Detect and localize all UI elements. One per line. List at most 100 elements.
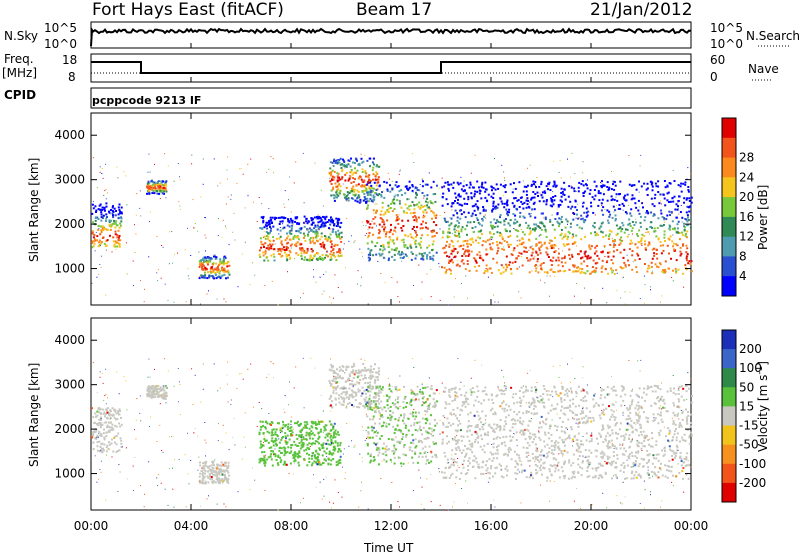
echo-cell xyxy=(384,211,387,214)
echo-cell xyxy=(531,196,534,199)
echo-cell xyxy=(317,437,320,440)
echo-cell xyxy=(290,429,293,432)
echo-cell xyxy=(329,384,332,387)
echo-cell xyxy=(476,219,479,221)
noise-cell xyxy=(395,231,397,233)
echo-cell xyxy=(400,253,403,256)
echo-cell xyxy=(335,403,337,406)
noise-cell xyxy=(453,296,455,298)
noise-cell xyxy=(213,158,215,160)
echo-cell xyxy=(99,203,102,206)
echo-cell xyxy=(119,222,122,225)
echo-cell xyxy=(324,428,327,431)
echo-cell xyxy=(104,413,107,416)
noise-cell xyxy=(453,257,454,259)
echo-cell xyxy=(569,200,572,203)
echo-cell xyxy=(333,158,336,161)
noise-cell xyxy=(370,254,371,256)
noise-cell xyxy=(408,198,410,200)
echo-cell xyxy=(318,442,321,445)
echo-cell xyxy=(361,171,364,174)
echo-cell xyxy=(373,163,375,166)
echo-cell xyxy=(557,222,560,225)
echo-cell xyxy=(328,432,330,435)
echo-cell xyxy=(388,423,391,426)
echo-cell xyxy=(267,235,270,238)
echo-cell xyxy=(289,251,292,254)
echo-cell xyxy=(416,421,419,424)
echo-cell xyxy=(416,429,419,432)
echo-cell xyxy=(521,231,524,234)
echo-cell xyxy=(343,165,346,168)
echo-cell xyxy=(354,370,357,373)
echo-cell xyxy=(119,425,122,428)
echo-cell xyxy=(204,268,207,271)
echo-cell xyxy=(651,189,654,192)
echo-cell xyxy=(296,437,299,440)
echo-cell xyxy=(596,261,599,264)
echo-cell xyxy=(369,436,372,439)
echo-cell xyxy=(319,243,322,246)
noise-cell xyxy=(635,218,637,220)
noise-cell xyxy=(247,163,249,165)
echo-cell xyxy=(418,455,420,458)
echo-cell xyxy=(363,192,366,195)
echo-cell xyxy=(351,404,353,406)
echo-cell xyxy=(588,257,591,260)
echo-cell xyxy=(494,188,497,191)
echo-cell xyxy=(109,426,112,429)
echo-cell xyxy=(362,404,365,407)
echo-cell xyxy=(330,194,333,197)
echo-cell xyxy=(307,432,310,435)
echo-cell xyxy=(436,184,438,187)
echo-cell xyxy=(101,208,104,211)
echo-cell xyxy=(552,256,555,259)
echo-cell xyxy=(338,401,341,404)
echo-cell xyxy=(488,243,491,246)
echo-cell xyxy=(165,184,168,187)
echo-cell xyxy=(544,230,547,233)
echo-cell xyxy=(399,440,402,443)
echo-cell xyxy=(637,209,640,212)
noise-cell xyxy=(558,171,560,173)
echo-cell xyxy=(288,254,290,257)
echo-cell xyxy=(99,412,102,414)
echo-cell xyxy=(198,277,201,280)
echo-cell xyxy=(449,223,452,226)
echo-cell xyxy=(349,175,352,178)
echo-cell xyxy=(198,266,201,268)
echo-cell xyxy=(621,221,624,224)
echo-cell xyxy=(569,226,572,229)
echo-cell xyxy=(208,275,211,277)
echo-cell xyxy=(598,227,601,230)
echo-cell xyxy=(506,212,509,215)
echo-cell xyxy=(479,212,482,215)
echo-cell xyxy=(344,393,347,396)
echo-cell xyxy=(160,187,163,190)
echo-cell xyxy=(210,275,213,278)
echo-cell xyxy=(417,398,420,401)
echo-cell xyxy=(536,450,539,453)
echo-cell xyxy=(335,461,338,464)
echo-cell xyxy=(333,170,336,173)
noise-cell xyxy=(604,247,606,249)
echo-cell xyxy=(228,264,231,267)
noise-cell xyxy=(360,153,362,155)
echo-cell xyxy=(372,426,375,429)
noise-cell xyxy=(485,217,487,219)
echo-cell xyxy=(337,431,339,434)
echo-cell xyxy=(551,260,554,263)
echo-cell xyxy=(414,239,417,242)
echo-cell xyxy=(541,212,544,215)
echo-cell xyxy=(335,217,338,220)
echo-cell xyxy=(310,217,313,220)
echo-cell xyxy=(301,247,304,250)
noise-cell xyxy=(284,190,286,192)
echo-cell xyxy=(102,229,105,232)
noise-cell xyxy=(136,193,138,195)
echo-cell xyxy=(608,186,611,189)
echo-cell xyxy=(454,209,457,212)
echo-cell xyxy=(356,372,359,375)
echo-cell xyxy=(388,251,391,254)
echo-cell xyxy=(669,200,672,203)
